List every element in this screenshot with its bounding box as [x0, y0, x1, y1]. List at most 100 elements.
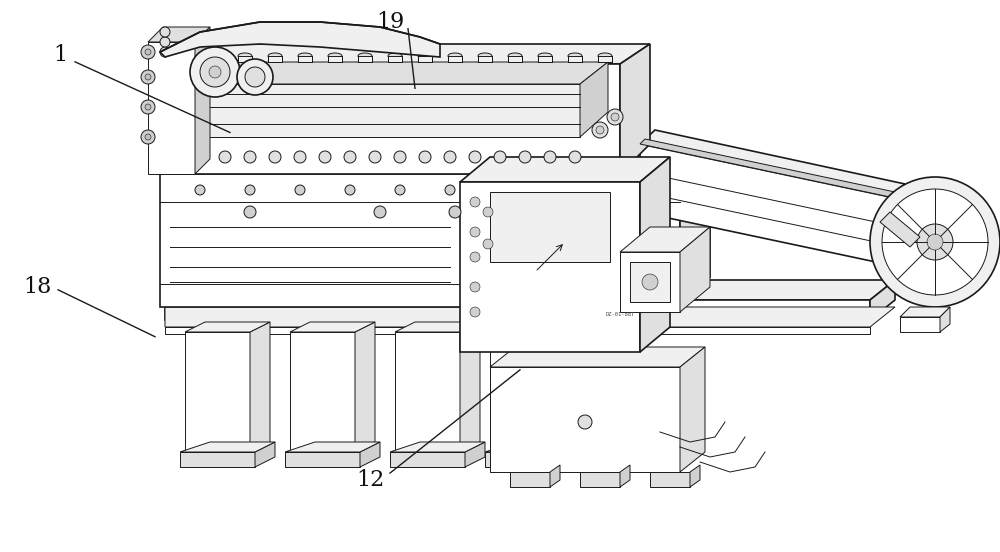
Circle shape — [917, 224, 953, 260]
Polygon shape — [560, 442, 580, 467]
Circle shape — [927, 234, 943, 250]
Circle shape — [244, 206, 256, 218]
Circle shape — [319, 151, 331, 163]
Circle shape — [470, 282, 480, 292]
Polygon shape — [620, 227, 710, 252]
Polygon shape — [870, 280, 895, 320]
Ellipse shape — [448, 53, 462, 59]
Polygon shape — [160, 22, 440, 57]
Polygon shape — [640, 130, 905, 197]
Polygon shape — [680, 144, 710, 307]
Polygon shape — [940, 307, 950, 332]
Circle shape — [519, 151, 531, 163]
Polygon shape — [180, 452, 255, 467]
Polygon shape — [580, 472, 620, 487]
Circle shape — [470, 252, 480, 262]
Circle shape — [607, 109, 623, 125]
Circle shape — [190, 47, 240, 97]
Circle shape — [495, 185, 505, 195]
Ellipse shape — [538, 53, 552, 59]
Polygon shape — [620, 465, 630, 487]
Polygon shape — [165, 300, 870, 320]
Polygon shape — [580, 62, 608, 137]
Circle shape — [160, 47, 170, 57]
Polygon shape — [490, 332, 555, 452]
Circle shape — [395, 185, 405, 195]
Circle shape — [444, 151, 456, 163]
Polygon shape — [160, 44, 650, 64]
Circle shape — [200, 57, 230, 87]
Polygon shape — [160, 174, 680, 307]
Ellipse shape — [598, 53, 612, 59]
Polygon shape — [148, 42, 195, 174]
Polygon shape — [490, 192, 610, 262]
Circle shape — [882, 189, 988, 295]
Polygon shape — [185, 332, 250, 452]
Ellipse shape — [328, 53, 342, 59]
Polygon shape — [328, 56, 342, 62]
Polygon shape — [490, 322, 575, 332]
Text: 18: 18 — [24, 276, 52, 298]
Circle shape — [295, 185, 305, 195]
Polygon shape — [630, 262, 670, 302]
Polygon shape — [180, 84, 580, 137]
Circle shape — [369, 151, 381, 163]
Circle shape — [345, 185, 355, 195]
Polygon shape — [650, 472, 690, 487]
Ellipse shape — [568, 53, 582, 59]
Polygon shape — [510, 472, 550, 487]
Circle shape — [469, 151, 481, 163]
Polygon shape — [285, 442, 380, 452]
Circle shape — [219, 151, 231, 163]
Polygon shape — [640, 144, 890, 265]
Circle shape — [245, 185, 255, 195]
Circle shape — [141, 45, 155, 59]
Polygon shape — [418, 56, 432, 62]
Polygon shape — [460, 157, 670, 182]
Polygon shape — [620, 252, 680, 312]
Polygon shape — [148, 27, 210, 42]
Polygon shape — [255, 442, 275, 467]
Circle shape — [483, 239, 493, 249]
Circle shape — [615, 185, 625, 195]
Circle shape — [642, 274, 658, 290]
Polygon shape — [485, 452, 560, 467]
Polygon shape — [250, 322, 270, 452]
Circle shape — [449, 206, 461, 218]
Polygon shape — [285, 452, 360, 467]
Circle shape — [237, 59, 273, 95]
Polygon shape — [538, 56, 552, 62]
Circle shape — [555, 185, 565, 195]
Polygon shape — [900, 307, 950, 317]
Polygon shape — [390, 442, 485, 452]
Circle shape — [592, 122, 608, 138]
Circle shape — [160, 37, 170, 47]
Polygon shape — [165, 280, 895, 300]
Polygon shape — [640, 157, 670, 352]
Text: 1: 1 — [53, 44, 67, 66]
Circle shape — [141, 70, 155, 84]
Ellipse shape — [418, 53, 432, 59]
Text: 12: 12 — [356, 469, 384, 491]
Circle shape — [470, 227, 480, 237]
Polygon shape — [180, 442, 275, 452]
Polygon shape — [490, 347, 705, 367]
Ellipse shape — [358, 53, 372, 59]
Ellipse shape — [208, 53, 222, 59]
Polygon shape — [598, 56, 612, 62]
Circle shape — [160, 27, 170, 37]
Circle shape — [374, 206, 386, 218]
Circle shape — [209, 66, 221, 78]
Polygon shape — [460, 322, 480, 452]
Polygon shape — [290, 332, 355, 452]
Circle shape — [244, 151, 256, 163]
Circle shape — [145, 104, 151, 110]
Circle shape — [578, 415, 592, 429]
Ellipse shape — [268, 53, 282, 59]
Polygon shape — [485, 442, 580, 452]
Text: DZ-01-88T: DZ-01-88T — [605, 312, 635, 317]
Polygon shape — [298, 56, 312, 62]
Polygon shape — [880, 212, 920, 247]
Ellipse shape — [388, 53, 402, 59]
Polygon shape — [568, 56, 582, 62]
